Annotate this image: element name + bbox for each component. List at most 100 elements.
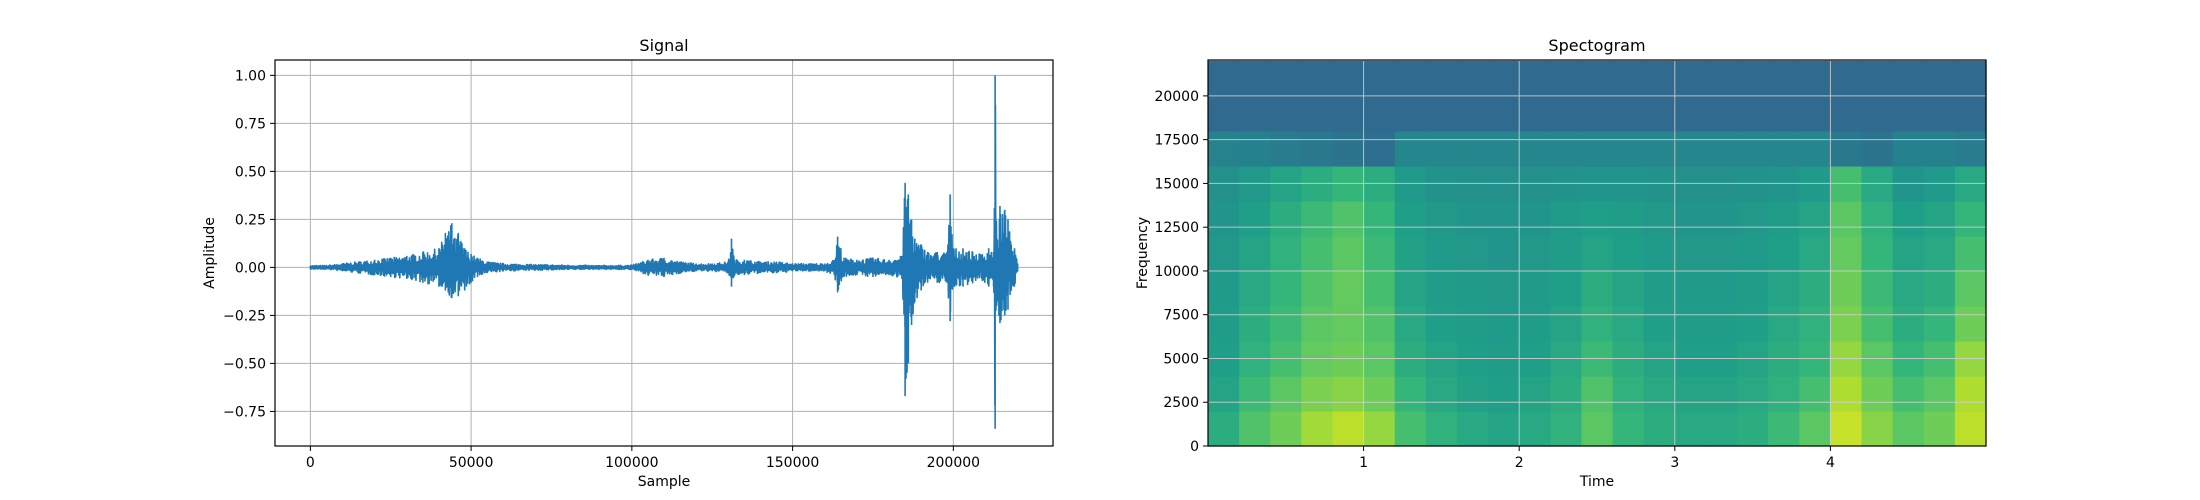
spectrogram-cell — [1705, 270, 1738, 307]
spectrogram-cell — [1923, 305, 1956, 342]
spectrogram-cell — [1519, 200, 1551, 237]
spectrogram-cell — [1519, 235, 1551, 272]
spectrogram-cell — [1923, 270, 1956, 307]
spectrogram-cell — [1861, 60, 1894, 97]
spectrogram-cell — [1923, 375, 1956, 412]
spectrogram-cell — [1581, 200, 1614, 237]
spectrogram-cell — [1705, 410, 1738, 447]
spectrogram-cell — [1363, 130, 1396, 167]
spectrogram-cell — [1861, 410, 1894, 447]
spectrogram-cell — [1208, 235, 1240, 272]
spectrogram-y-tick-label: 10000 — [1154, 264, 1199, 280]
spectrogram-cell — [1394, 375, 1427, 412]
spectrogram-y-tick-label: 7500 — [1163, 308, 1199, 324]
spectrogram-cell — [1488, 235, 1520, 272]
spectrogram-cell — [1456, 130, 1489, 167]
spectrogram-cell — [1394, 60, 1427, 97]
signal-chart: 0 50000 100000 150000 200000 −0.75 −0.50 −0.25… — [202, 36, 1054, 490]
spectrogram-cell — [1394, 305, 1427, 342]
spectrogram-cell — [1954, 270, 1987, 307]
spectrogram-cell — [1239, 60, 1271, 97]
spectrogram-cell — [1768, 375, 1800, 412]
spectrogram-cell — [1830, 130, 1863, 167]
spectrogram-cell — [1674, 270, 1707, 307]
spectrogram-cell — [1799, 95, 1831, 132]
spectrogram-cell — [1799, 60, 1831, 97]
spectrogram-cell — [1270, 375, 1302, 412]
spectrogram-cell — [1425, 60, 1458, 97]
spectrogram-cell — [1550, 200, 1583, 237]
spectrogram-cell — [1830, 235, 1863, 272]
spectrogram-cell — [1892, 410, 1925, 447]
spectrogram-cell — [1425, 270, 1458, 307]
spectrogram-cell — [1301, 60, 1334, 97]
spectrogram-cell — [1799, 270, 1831, 307]
spectrogram-cell — [1643, 375, 1676, 412]
signal-y-axis-label: Amplitude — [202, 217, 218, 289]
spectrogram-cell — [1861, 95, 1894, 132]
spectrogram-cell — [1581, 95, 1614, 132]
spectrogram-cell — [1892, 235, 1925, 272]
spectrogram-cell — [1456, 95, 1489, 132]
spectrogram-cell — [1799, 410, 1831, 447]
spectrogram-cell — [1301, 270, 1334, 307]
spectrogram-cell — [1208, 410, 1240, 447]
spectrogram-cell — [1239, 235, 1271, 272]
spectrogram-cell — [1208, 305, 1240, 342]
spectrogram-cell — [1674, 200, 1707, 237]
spectrogram-cell — [1799, 130, 1831, 167]
spectrogram-x-tick-label: 2 — [1515, 455, 1524, 471]
spectrogram-cell — [1301, 235, 1334, 272]
spectrogram-cell — [1270, 95, 1302, 132]
spectrogram-cell — [1768, 95, 1800, 132]
signal-x-tick-label: 100000 — [605, 455, 658, 471]
spectrogram-cell — [1612, 235, 1645, 272]
spectrogram-cell — [1239, 305, 1271, 342]
spectrogram-cell — [1923, 60, 1956, 97]
spectrogram-cell — [1830, 200, 1863, 237]
spectrogram-cell — [1830, 410, 1863, 447]
spectrogram-cell — [1550, 130, 1583, 167]
spectrogram-cell — [1425, 200, 1458, 237]
spectrogram-cell — [1892, 200, 1925, 237]
spectrogram-cell — [1363, 375, 1396, 412]
spectrogram-cell — [1581, 130, 1614, 167]
spectrogram-cell — [1394, 130, 1427, 167]
spectrogram-cell — [1332, 95, 1365, 132]
spectrogram-cell — [1643, 410, 1676, 447]
spectrogram-cell — [1892, 130, 1925, 167]
spectrogram-cell — [1923, 200, 1956, 237]
spectrogram-cell — [1799, 305, 1831, 342]
spectrogram-cell — [1301, 130, 1334, 167]
spectrogram-cell — [1488, 410, 1520, 447]
spectrogram-cell — [1425, 235, 1458, 272]
spectrogram-cell — [1208, 270, 1240, 307]
spectrogram-cell — [1954, 130, 1987, 167]
spectrogram-y-tick-label: 2500 — [1163, 395, 1199, 411]
signal-x-tick-label: 150000 — [766, 455, 819, 471]
spectrogram-cell — [1519, 375, 1551, 412]
spectrogram-cell — [1270, 270, 1302, 307]
spectrogram-cell — [1674, 235, 1707, 272]
spectrogram-cell — [1674, 95, 1707, 132]
spectrogram-cell — [1612, 375, 1645, 412]
signal-y-tick-label: −0.25 — [223, 308, 266, 324]
spectrogram-cell — [1488, 270, 1520, 307]
spectrogram-cell — [1270, 305, 1302, 342]
spectrogram-cell — [1332, 305, 1365, 342]
spectrogram-cell — [1332, 375, 1365, 412]
spectrogram-cell — [1394, 270, 1427, 307]
spectrogram-cell — [1643, 130, 1676, 167]
spectrogram-cell — [1581, 410, 1614, 447]
signal-waveform — [309, 75, 1019, 429]
spectrogram-cell — [1456, 410, 1489, 447]
spectrogram-cell — [1612, 305, 1645, 342]
spectrogram-cell — [1643, 200, 1676, 237]
spectrogram-cell — [1270, 235, 1302, 272]
spectrogram-cell — [1239, 95, 1271, 132]
signal-x-axis-label: Sample — [638, 474, 691, 490]
spectrogram-cell — [1923, 130, 1956, 167]
signal-plot-frame — [274, 59, 1054, 447]
spectrogram-cell — [1270, 60, 1302, 97]
spectrogram-cell — [1705, 305, 1738, 342]
